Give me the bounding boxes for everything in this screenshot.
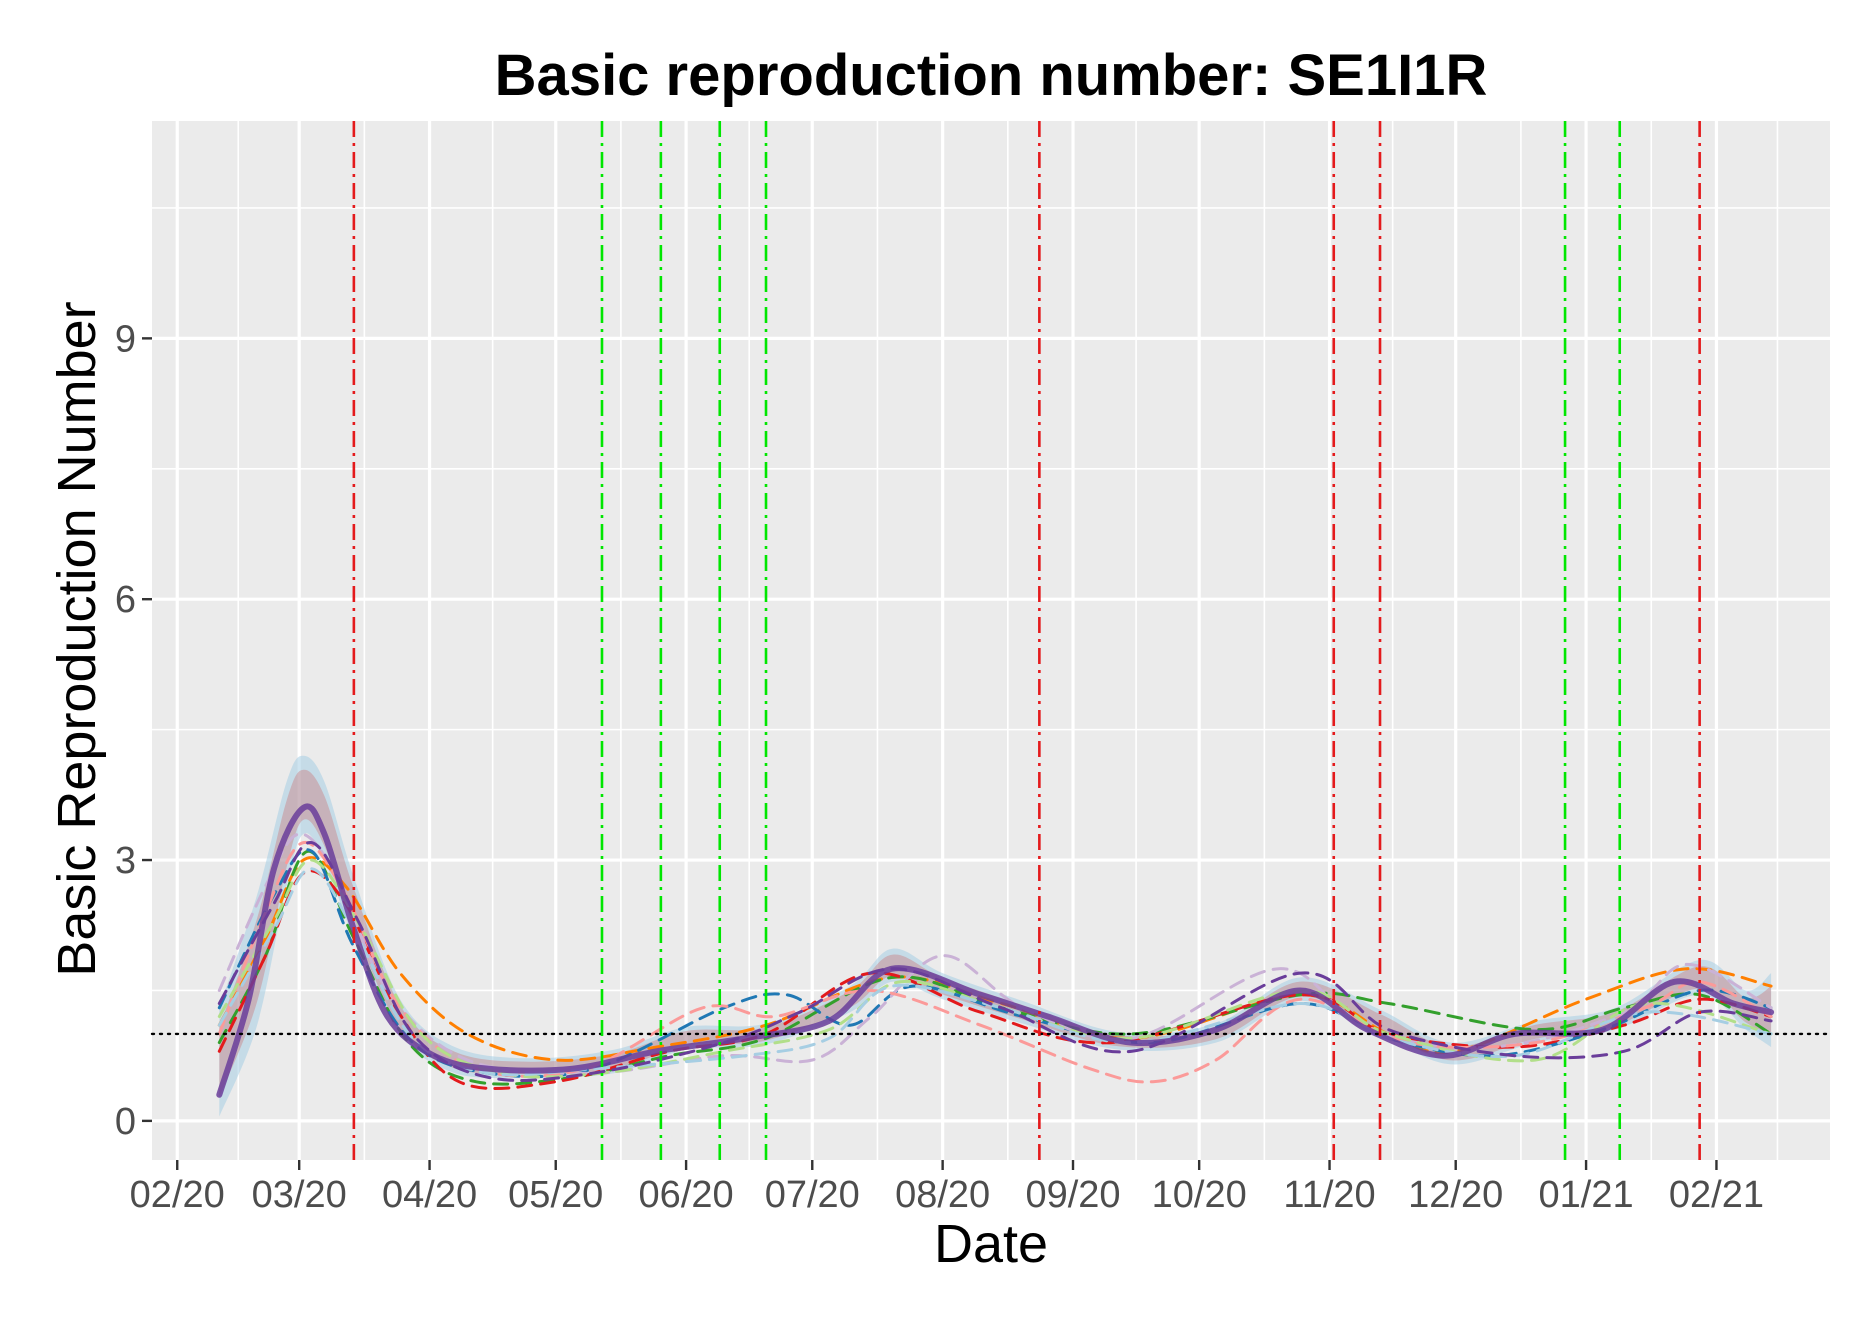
x-axis-title: Date [934, 1214, 1048, 1274]
x-tick-label: 02/21 [1669, 1174, 1764, 1216]
x-tick-label: 05/20 [508, 1174, 603, 1216]
y-tick-label: 9 [115, 318, 136, 360]
series-line [217, 841, 1773, 1084]
ribbon-layer [219, 755, 1772, 1117]
series-line [217, 849, 1773, 1086]
y-axis-title: Basic Reproduction Number [47, 301, 107, 976]
y-tick-label: 6 [115, 579, 136, 621]
series-line [217, 841, 1773, 1082]
series-line [217, 848, 1773, 1079]
x-tick-label: 07/20 [765, 1174, 860, 1216]
x-tick-label: 03/20 [252, 1174, 347, 1216]
x-tick-label: 02/20 [130, 1174, 225, 1216]
chart-title: Basic reproduction number: SE1I1R [495, 43, 1488, 108]
y-tick-label: 3 [115, 840, 136, 882]
y-tick-label: 0 [115, 1101, 136, 1143]
x-tick-label: 04/20 [382, 1174, 477, 1216]
x-tick-label: 10/20 [1152, 1174, 1247, 1216]
x-tick-label: 09/20 [1025, 1174, 1120, 1216]
grid-layer [152, 121, 1830, 1160]
x-tick-label: 01/21 [1539, 1174, 1634, 1216]
x-tick-label: 11/20 [1283, 1174, 1375, 1216]
x-tick-label: 12/20 [1408, 1174, 1503, 1216]
median-series-line [216, 803, 1775, 1098]
vline-layer [352, 121, 1701, 1160]
axis-layer: 02/20 03/20 04/20 05/20 06/20 07/20 08/20 09/20… [115, 318, 1764, 1216]
x-tick-label: 06/20 [639, 1174, 734, 1216]
x-tick-label: 08/20 [895, 1174, 990, 1216]
uncertainty-ribbon [219, 755, 1772, 1117]
